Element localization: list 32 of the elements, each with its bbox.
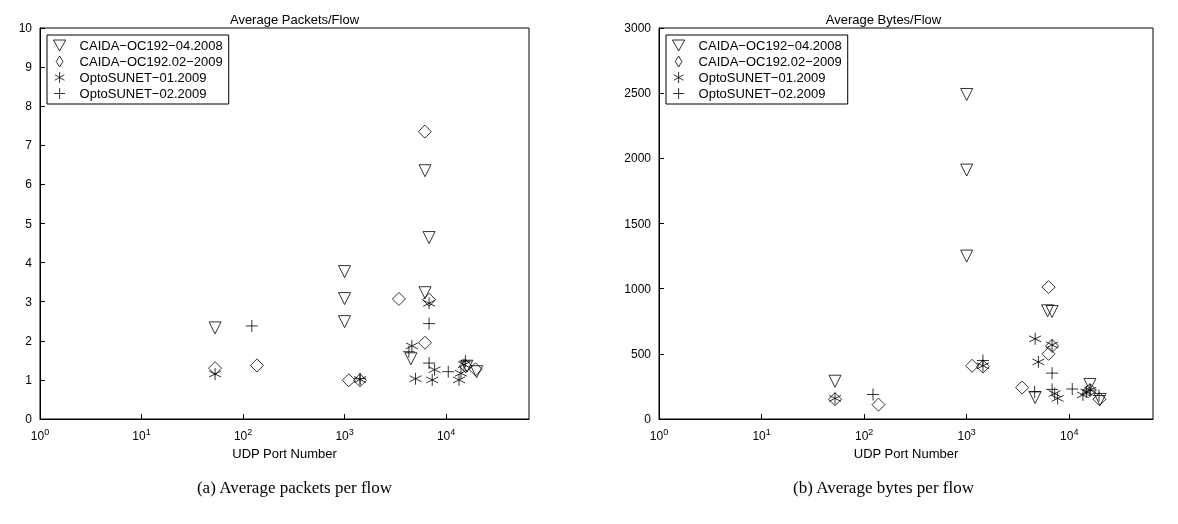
legend-label: OptoSUNET−02.2009 bbox=[698, 86, 826, 101]
y-tick-label: 7 bbox=[25, 138, 33, 153]
y-tick-label: 4 bbox=[25, 255, 33, 270]
legend-label: CAIDA−OC192.02−2009 bbox=[698, 54, 842, 69]
y-tick-label: 8 bbox=[25, 99, 33, 114]
x-axis-title: UDP Port Number bbox=[232, 446, 338, 461]
legend-label: CAIDA−OC192−04.2008 bbox=[79, 38, 223, 53]
legend-label: OptoSUNET−01.2009 bbox=[698, 70, 826, 85]
y-tick-label: 3000 bbox=[624, 21, 652, 35]
y-tick-label: 3 bbox=[25, 294, 33, 309]
x-axis-title: UDP Port Number bbox=[853, 446, 959, 461]
text: (a) Average packets per flow bbox=[195, 478, 394, 498]
y-tick-label: 6 bbox=[25, 177, 33, 192]
y-tick-label: 2 bbox=[25, 333, 33, 348]
text: (b) Average bytes per flow bbox=[792, 478, 975, 498]
legend-label: CAIDA−OC192−04.2008 bbox=[698, 38, 842, 53]
legend-label: CAIDA−OC192.02−2009 bbox=[79, 54, 223, 69]
y-tick-label: 10 bbox=[18, 21, 33, 35]
legend-label: OptoSUNET−02.2009 bbox=[79, 86, 207, 101]
y-tick-label: 1500 bbox=[624, 216, 652, 231]
legend-label: OptoSUNET−01.2009 bbox=[79, 70, 207, 85]
y-tick-label: 0 bbox=[644, 412, 652, 426]
y-tick-label: 5 bbox=[25, 216, 33, 231]
y-tick-label: 1 bbox=[25, 372, 33, 387]
y-tick-label: 2000 bbox=[624, 151, 652, 166]
y-tick-label: 0 bbox=[25, 412, 33, 426]
y-tick-label: 9 bbox=[25, 60, 33, 75]
y-tick-label: 1000 bbox=[624, 281, 652, 296]
y-tick-label: 2500 bbox=[624, 86, 652, 101]
y-tick-label: 500 bbox=[630, 346, 652, 361]
chart-title: Average Bytes/Flow bbox=[825, 12, 942, 27]
chart-title: Average Packets/Flow bbox=[229, 12, 360, 27]
